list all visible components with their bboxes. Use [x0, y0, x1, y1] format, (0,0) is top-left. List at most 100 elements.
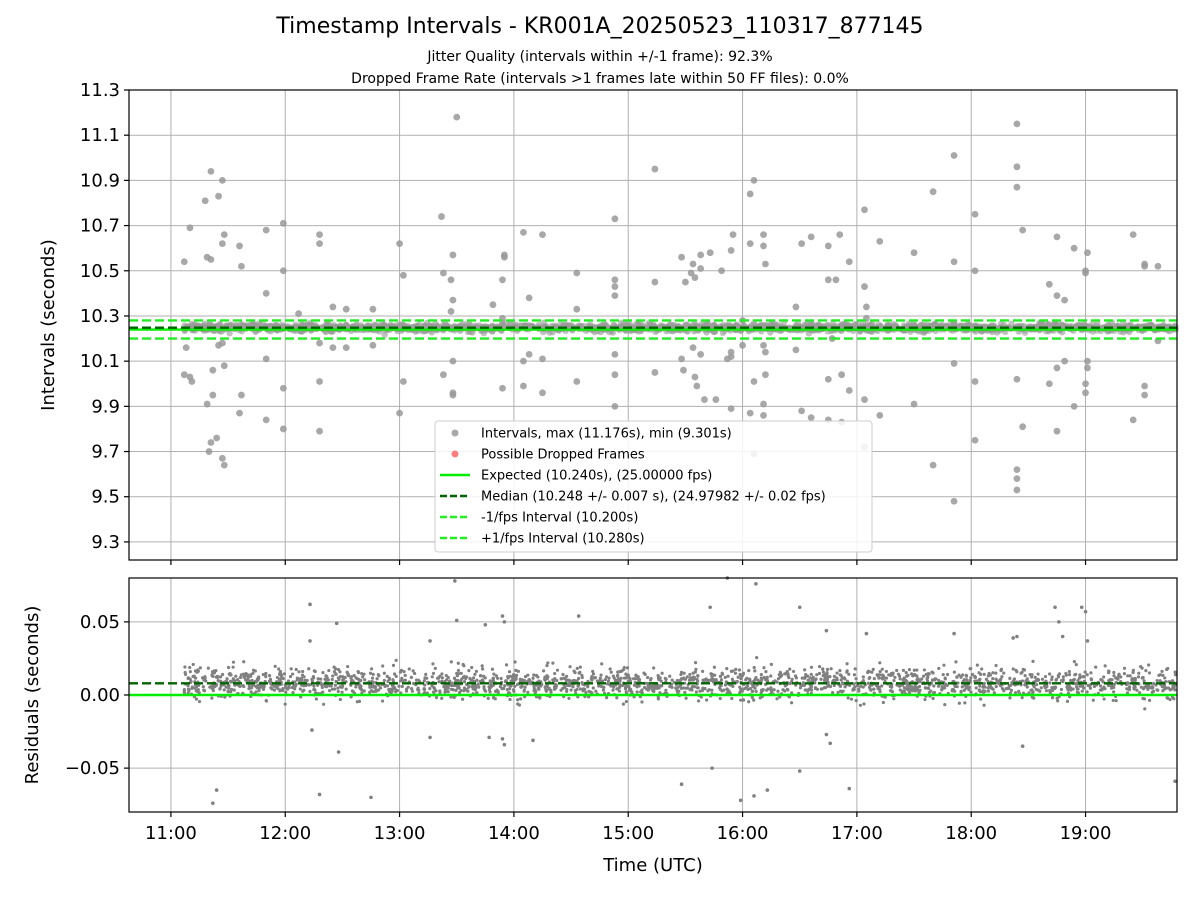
residual-point: [710, 688, 714, 692]
residual-point: [975, 663, 979, 667]
interval-point: [203, 400, 211, 408]
interval-point: [693, 382, 701, 390]
residual-point: [898, 688, 902, 692]
residual-point: [797, 605, 802, 610]
residual-point: [1122, 666, 1127, 670]
residual-point: [658, 691, 662, 695]
residual-point: [412, 681, 416, 686]
residual-point: [291, 690, 295, 695]
residual-point: [905, 674, 909, 678]
residual-point: [1053, 605, 1057, 610]
interval-point: [399, 378, 407, 385]
residual-point: [607, 676, 611, 680]
residual-point: [327, 668, 331, 673]
interval-point: [792, 346, 800, 354]
residual-point: [313, 669, 317, 674]
residual-point: [1102, 697, 1106, 701]
interval-point: [750, 176, 758, 184]
residual-point: [317, 792, 322, 797]
interval-point: [546, 329, 553, 336]
residual-point: [815, 673, 819, 677]
x-tick-label: 18:00: [945, 823, 997, 844]
residual-point: [324, 674, 328, 678]
residual-point: [1015, 634, 1019, 639]
residual-point: [568, 681, 572, 685]
residual-point: [354, 676, 358, 680]
residual-point: [918, 680, 922, 684]
residual-point: [1103, 664, 1107, 668]
residual-point: [778, 670, 782, 674]
residual-point: [1008, 676, 1012, 680]
residual-point: [994, 663, 998, 668]
residual-point: [330, 677, 334, 682]
interval-point: [1061, 296, 1068, 304]
residual-point: [640, 691, 644, 695]
interval-point: [691, 373, 699, 381]
residual-point: [979, 697, 983, 701]
residual-point: [330, 687, 335, 691]
residual-point: [752, 665, 756, 670]
residual-point: [182, 689, 186, 693]
interval-point: [500, 253, 508, 261]
residual-point: [449, 683, 453, 688]
residual-point: [847, 786, 852, 791]
residual-point: [224, 685, 228, 689]
residual-point: [387, 677, 391, 682]
residual-point: [283, 702, 287, 706]
interval-point: [651, 278, 659, 286]
residual-point: [1085, 639, 1090, 643]
residual-point: [321, 671, 325, 675]
residual-point: [349, 675, 354, 679]
residual-point: [1131, 679, 1135, 683]
residual-point: [545, 663, 549, 668]
residual-point: [980, 667, 984, 671]
residual-point: [513, 684, 517, 688]
residual-point: [187, 676, 191, 680]
residual-point: [509, 679, 513, 683]
residual-point: [250, 678, 254, 683]
residual-point: [526, 673, 530, 677]
residual-point: [274, 683, 278, 687]
residual-point: [325, 684, 329, 688]
interval-point: [1013, 475, 1021, 483]
residual-point: [1020, 696, 1024, 700]
interval-point: [220, 362, 228, 370]
interval-point: [218, 240, 226, 248]
residual-point: [836, 690, 840, 695]
residual-point: [999, 667, 1004, 671]
residual-point: [880, 684, 884, 688]
residual-point: [817, 665, 822, 669]
residual-point: [635, 683, 639, 688]
residual-point: [1064, 673, 1068, 677]
residual-point: [738, 685, 742, 689]
residual-point: [346, 664, 350, 669]
residual-point: [1143, 707, 1147, 711]
residual-point: [888, 673, 893, 677]
residual-point: [277, 667, 281, 671]
x-tick-label: 11:00: [145, 823, 197, 844]
residual-point: [700, 669, 705, 673]
residual-point: [476, 682, 480, 686]
residual-point: [725, 687, 729, 692]
residual-point: [210, 673, 214, 677]
residual-point: [1114, 681, 1118, 685]
residual-point: [269, 681, 273, 686]
residual-point: [920, 677, 924, 681]
residual-point: [967, 685, 972, 689]
residual-point: [974, 686, 978, 690]
residual-point: [781, 688, 785, 692]
residual-point: [186, 687, 191, 691]
residual-point: [183, 665, 187, 669]
interval-point: [739, 341, 746, 349]
residual-point: [215, 675, 220, 679]
residual-point: [1050, 675, 1054, 679]
interval-point: [1045, 380, 1053, 388]
residual-point: [1112, 674, 1116, 678]
residual-point: [878, 690, 882, 694]
residual-point: [622, 667, 626, 671]
residual-point: [549, 688, 553, 692]
residual-point: [229, 680, 233, 684]
residual-point: [197, 699, 202, 704]
bottom-plot-points: [182, 576, 1178, 806]
residual-point: [774, 680, 778, 684]
